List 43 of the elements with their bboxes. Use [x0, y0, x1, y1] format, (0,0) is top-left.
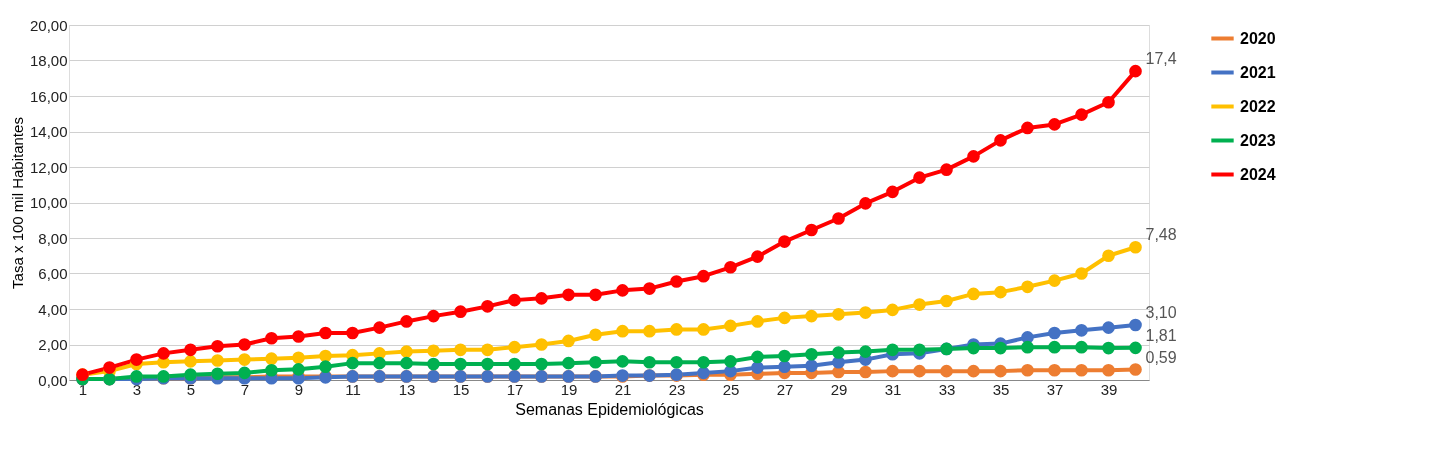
legend-label: 2020 — [1240, 29, 1276, 47]
y-tick-label: 18,00 — [29, 52, 68, 69]
y-tick-label: 10,00 — [29, 194, 68, 211]
x-tick-label: 23 — [668, 380, 686, 398]
y-tick-label: 8,00 — [38, 229, 68, 247]
y-tick-label: 2,00 — [38, 336, 68, 353]
x-tick-label: 29 — [830, 380, 848, 398]
x-tick-label: 27 — [776, 380, 794, 398]
x-tick-label: 1 — [78, 380, 88, 398]
y-tick-label: 0,00 — [38, 371, 68, 389]
x-tick-label: 15 — [452, 380, 470, 398]
data-label: 1,81 — [1145, 326, 1177, 344]
data-label: 17,4 — [1145, 50, 1177, 68]
x-tick-label: 31 — [884, 380, 902, 398]
y-tick-label: 20,00 — [29, 16, 68, 34]
y-tick-label: 16,00 — [29, 87, 68, 105]
y-tick-label: 4,00 — [38, 300, 68, 318]
x-tick-label: 25 — [722, 380, 740, 398]
x-tick-label: 33 — [938, 380, 956, 398]
y-tick-label: 14,00 — [29, 123, 68, 140]
legend-label: 2022 — [1240, 97, 1276, 115]
legend-label: 2024 — [1240, 165, 1276, 183]
x-tick-label: 39 — [1100, 380, 1118, 398]
y-axis-title: Tasa x 100 mil Habitantes — [8, 117, 26, 289]
x-tick-label: 5 — [186, 380, 196, 398]
x-tick-label: 3 — [132, 380, 142, 398]
data-label: 3,10 — [1145, 303, 1177, 321]
x-axis-title: Semanas Epidemiológicas — [515, 400, 704, 418]
x-tick-label: 13 — [398, 380, 416, 398]
x-tick-label: 19 — [560, 380, 578, 398]
x-tick-label: 11 — [345, 380, 361, 398]
x-tick-label: 7 — [240, 380, 250, 398]
data-label: 0,59 — [1145, 348, 1177, 366]
legend-label: 2021 — [1240, 63, 1276, 81]
y-tick-label: 12,00 — [29, 158, 68, 176]
x-tick-label: 37 — [1046, 380, 1064, 398]
x-tick-label: 35 — [992, 380, 1010, 398]
x-tick-label: 17 — [506, 380, 524, 398]
data-label: 7,48 — [1145, 226, 1177, 244]
legend-label: 2023 — [1240, 131, 1276, 149]
y-tick-label: 6,00 — [38, 265, 68, 282]
x-tick-label: 21 — [614, 380, 632, 398]
x-tick-label: 9 — [294, 380, 304, 398]
